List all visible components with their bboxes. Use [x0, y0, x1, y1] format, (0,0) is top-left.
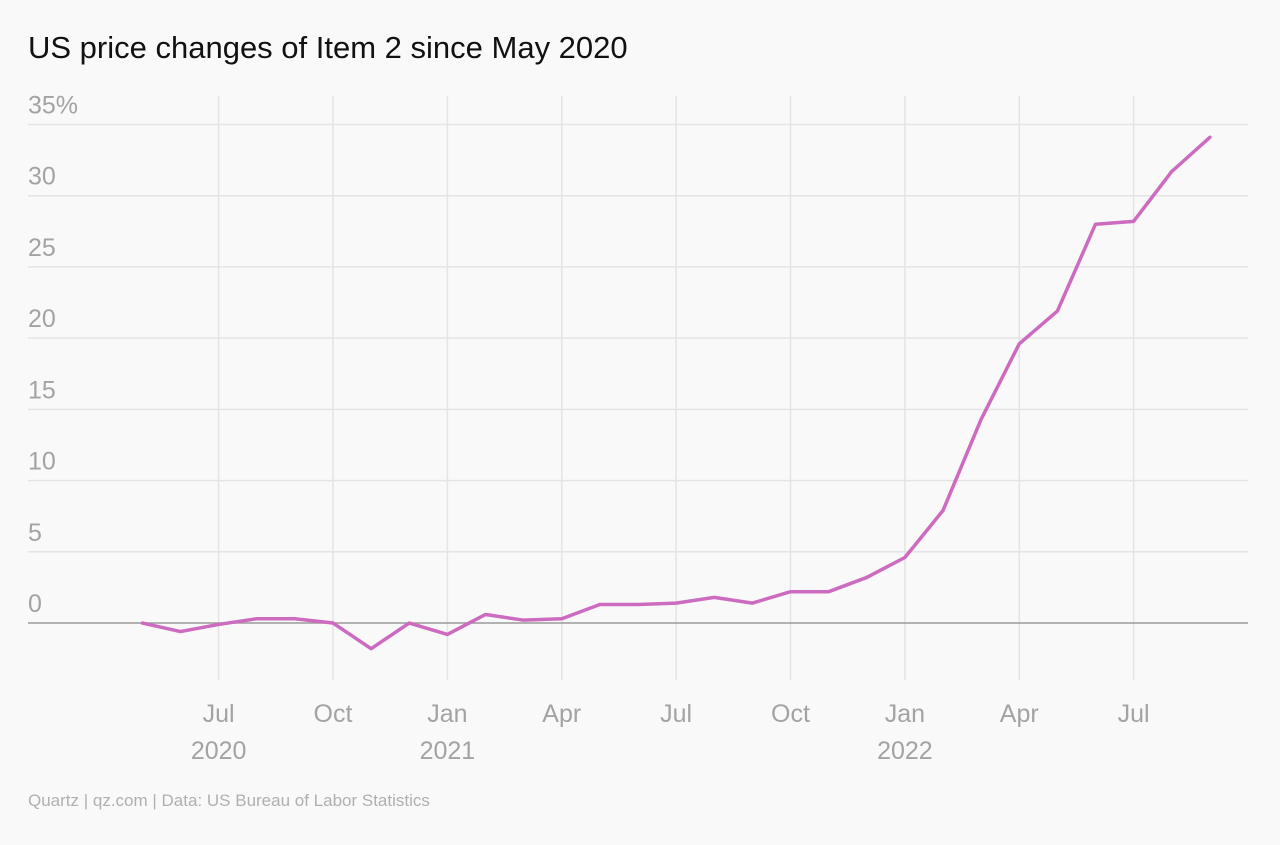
- x-tick-label: Apr: [1000, 700, 1039, 728]
- source-note: Quartz | qz.com | Data: US Bureau of Lab…: [28, 791, 430, 810]
- x-tick-label: Apr: [542, 700, 581, 728]
- x-tick-label: Jan 2021: [420, 700, 476, 765]
- data-line: [140, 135, 1212, 651]
- y-tick-label: 0: [28, 590, 42, 618]
- x-tick-label: Oct: [314, 700, 353, 728]
- x-tick-label: Oct: [771, 700, 810, 728]
- y-tick-label: 30: [28, 163, 56, 191]
- x-tick-label: Jan 2022: [877, 700, 933, 765]
- x-tick-label: Jul 2020: [191, 700, 247, 765]
- chart-title: US price changes of Item 2 since May 202…: [28, 30, 628, 65]
- y-tick-label: 5: [28, 519, 42, 547]
- y-tick-label: 10: [28, 448, 56, 476]
- y-tick-label: 35%: [28, 91, 78, 119]
- y-tick-label: 25: [28, 234, 56, 262]
- y-tick-label: 15: [28, 376, 56, 404]
- x-tick-label: Jul: [660, 700, 692, 728]
- x-tick-label: Jul: [1118, 700, 1150, 728]
- y-tick-label: 20: [28, 305, 56, 333]
